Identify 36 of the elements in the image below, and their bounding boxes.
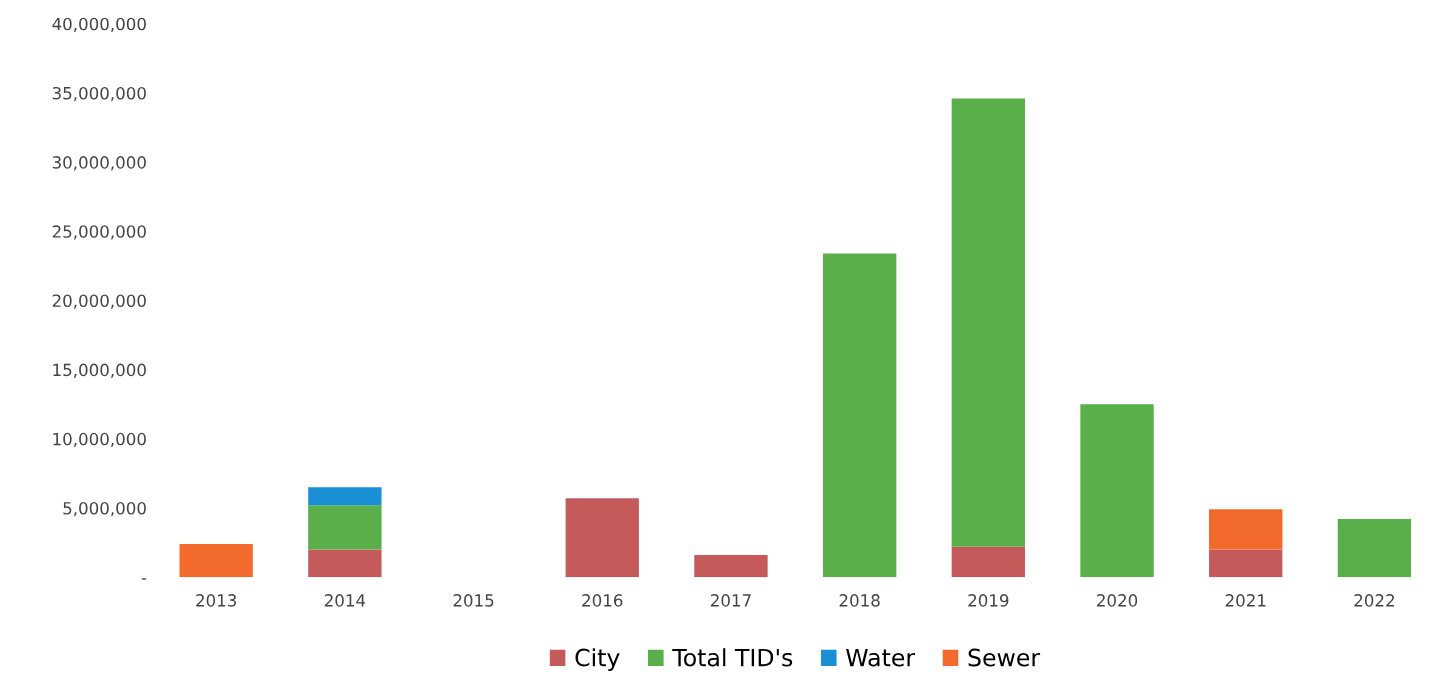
y-tick-label: 20,000,000 [52,294,146,309]
bar [694,555,768,578]
legend-label: Sewer [968,648,1041,667]
legend-label: City [575,648,620,672]
bar [308,549,382,578]
y-tick-label: 15,000,000 [53,363,146,378]
y-tick-label: - [141,578,147,580]
legend-label: Water [846,648,916,667]
x-tick-label: 2022 [1354,594,1394,607]
bar [951,546,1026,578]
bar [1080,404,1154,578]
x-tick-label: 2020 [1097,594,1138,607]
bar [1209,509,1283,550]
legend-label: Total TID's [672,648,793,667]
x-tick-label: 2013 [196,594,237,607]
x-tick-label: 2014 [324,594,366,607]
x-tick-label: 2016 [582,594,623,607]
bar [308,487,382,506]
y-tick-label: 35,000,000 [52,86,146,102]
x-tick-label: 2017 [710,594,751,607]
x-tick-label: 2021 [1225,594,1266,607]
bar [822,253,897,578]
y-tick-label: 40,000,000 [52,17,146,33]
bar [1337,519,1412,578]
y-tick-label: 5,000,000 [63,501,146,517]
y-tick-label: 25,000,000 [52,225,146,240]
x-tick-label: 2018 [839,594,880,607]
bar [565,498,639,578]
bar [1209,549,1283,578]
y-tick-label: 30,000,000 [52,156,146,171]
bar [308,505,382,550]
y-tick-label: 10,000,000 [53,432,146,448]
bar [951,98,1026,547]
x-tick-label: 2015 [453,594,494,607]
x-tick-label: 2019 [968,594,1009,607]
bar [179,543,253,578]
